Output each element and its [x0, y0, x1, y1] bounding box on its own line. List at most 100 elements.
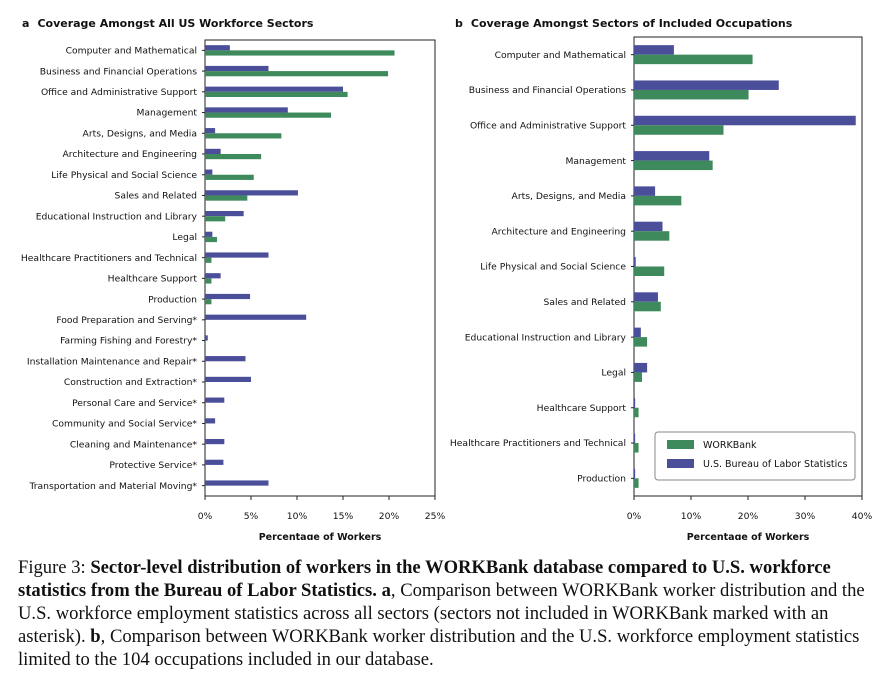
chart-panel-a: a Coverage Amongst All US Workforce Secto… [21, 17, 446, 540]
chart-panel-b: b Coverage Amongst Sectors of Included Oc… [450, 17, 873, 540]
y-tick-label: Architecture and Engineering [492, 226, 627, 237]
bar-bls [634, 151, 710, 161]
bar-bls [205, 86, 343, 92]
bar-bls [634, 292, 658, 302]
bar-workbank [634, 89, 749, 100]
bar-bls [634, 362, 648, 373]
bar-workbank [634, 266, 665, 276]
x-tick-label: 25% [425, 511, 446, 522]
x-axis-label: Percentage of Workers [259, 532, 382, 540]
bar-bls [634, 327, 641, 338]
bar-bls [205, 335, 208, 341]
caption-part-b-text: , Comparison between WORKBank worker dis… [18, 626, 860, 670]
bar-bls [205, 45, 230, 51]
caption-part-a-text: , Comparison between WORKBank worker dis… [18, 580, 865, 647]
bar-workbank [634, 231, 670, 241]
bar-workbank [634, 407, 639, 418]
bar-workbank [634, 125, 724, 135]
bar-bls [634, 186, 656, 196]
plot-frame [204, 39, 436, 497]
bar-bls [205, 231, 213, 237]
y-tick-label: Life Physical and Social Science [480, 262, 626, 273]
legend-label: U.S. Bureau of Labor Statistics [703, 459, 848, 470]
chart-title-a: a Coverage Amongst All US Workforce Secto… [22, 17, 314, 30]
bar-bls [205, 190, 298, 196]
bar-workbank [205, 278, 212, 284]
x-tick-label: 0% [198, 511, 213, 522]
x-axis-label: Percentage of Workers [687, 532, 810, 540]
bar-bls [205, 397, 225, 403]
bar-bls [205, 273, 221, 279]
y-tick-label: Legal [601, 368, 626, 379]
bar-bls [634, 45, 674, 55]
y-tick-label: Healthcare Support [537, 403, 627, 414]
caption-part-a-label: a [381, 580, 391, 601]
legend: WORKBank U.S. Bureau of Labor Statistics [654, 431, 856, 481]
bar-workbank [205, 112, 332, 118]
bar-bls [205, 107, 288, 113]
bar-bls [634, 468, 636, 479]
figure-caption: Figure 3: Sector-level distribution of w… [18, 556, 886, 671]
y-tick-label: Construction and Extraction* [64, 377, 198, 388]
bar-workbank [634, 478, 639, 488]
bar-bls [634, 433, 636, 444]
x-tick-label: 15% [333, 511, 354, 522]
bar-bls [205, 459, 224, 465]
x-tick-label: 40% [852, 511, 873, 522]
bar-bls [205, 128, 216, 134]
x-tick-label: 0% [627, 511, 642, 522]
x-tick-label: 30% [795, 511, 816, 522]
panel-label: b [455, 17, 463, 30]
panel-label: a [22, 17, 29, 30]
bar-bls [205, 148, 221, 154]
caption-figure-label: Figure 3: [18, 557, 86, 578]
bar-bls [634, 221, 663, 232]
bar-workbank [634, 160, 713, 171]
bar-workbank [205, 257, 212, 263]
bar-workbank [634, 54, 753, 65]
bar-workbank [634, 195, 682, 206]
y-tick-label: Sales and Related [544, 297, 626, 308]
bar-bls [205, 376, 251, 382]
bar-workbank [205, 71, 389, 77]
y-tick-label: Management [136, 108, 197, 119]
bar-bls [205, 293, 251, 300]
bar-workbank [205, 154, 262, 160]
bar-bls [205, 65, 269, 72]
y-tick-label: Healthcare Support [108, 274, 198, 285]
legend-swatch [667, 459, 694, 468]
y-tick-label: Production [577, 474, 626, 485]
y-tick-label: Community and Social Service* [52, 419, 197, 430]
y-tick-label: Business and Financial Operations [40, 66, 198, 77]
y-tick-label: Computer and Mathematical [66, 46, 197, 57]
bar-bls [634, 257, 636, 267]
y-tick-label: Educational Instruction and Library [465, 332, 627, 343]
bar-bls [634, 80, 779, 90]
bar-bls [205, 210, 244, 217]
figure-charts: a Coverage Amongst All US Workforce Secto… [21, 17, 873, 540]
legend-box [654, 431, 856, 481]
y-tick-label: Protective Service* [109, 460, 197, 471]
bar-workbank [205, 133, 282, 139]
y-tick-label: Arts, Designs, and Media [83, 128, 197, 139]
chart-title-text: Coverage Amongst Sectors of Included Occ… [471, 17, 793, 30]
caption-part-b-label: b [90, 626, 101, 647]
bar-bls [205, 438, 225, 445]
x-tick-label: 10% [681, 511, 702, 522]
y-tick-label: Arts, Designs, and Media [512, 191, 626, 202]
y-tick-label: Sales and Related [115, 191, 197, 202]
y-tick-label: Healthcare Practitioners and Technical [21, 253, 197, 264]
y-tick-label: Architecture and Engineering [63, 149, 198, 160]
bar-workbank [634, 301, 661, 312]
bar-bls [634, 115, 856, 126]
plot-frame [633, 36, 863, 497]
bar-workbank [634, 372, 642, 382]
bar-bls [205, 314, 307, 320]
y-tick-label: Office and Administrative Support [470, 120, 626, 131]
bar-bls [205, 418, 216, 424]
bar-bls [205, 169, 213, 175]
bar-workbank [205, 216, 226, 222]
bar-workbank [634, 443, 639, 453]
y-tick-label: Installation Maintenance and Repair* [27, 356, 198, 367]
x-tick-label: 5% [244, 511, 259, 522]
